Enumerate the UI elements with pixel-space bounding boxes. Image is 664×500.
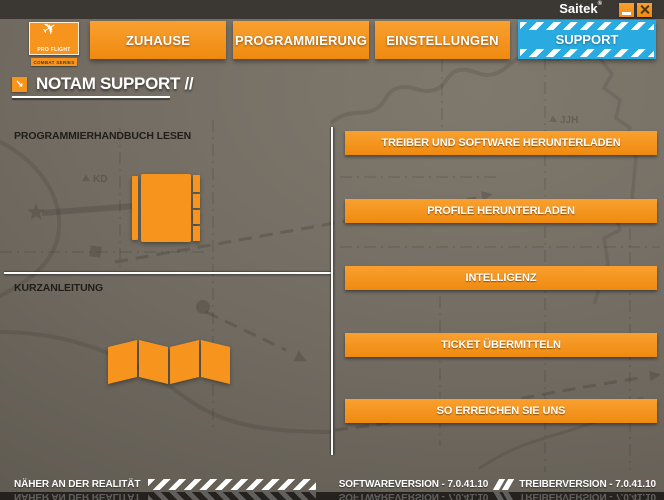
map-label-jjh: JJH bbox=[560, 115, 578, 126]
footer: NÄHER AN DER REALITÄT SOFTWAREVERSION - … bbox=[14, 477, 656, 492]
close-icon bbox=[639, 4, 650, 15]
brand-logo: Saitek® bbox=[559, 1, 602, 16]
programming-manual-button[interactable] bbox=[132, 174, 206, 246]
footer-separator-icon bbox=[493, 479, 515, 490]
minimize-button[interactable] bbox=[619, 3, 634, 17]
notam-arrow-icon: ↘ bbox=[12, 77, 27, 92]
contact-us-button[interactable]: SO ERREICHEN SIE UNS bbox=[345, 399, 657, 423]
driver-version: TREIBERVERSION - 7.0.41.10 bbox=[519, 479, 656, 490]
product-logo: ✈ PRO FLIGHT COMBAT SERIES bbox=[29, 22, 79, 66]
folded-map-icon bbox=[108, 340, 230, 384]
footer-reflection: NÄHER AN DER REALITÄT SOFTWAREVERSION - … bbox=[14, 492, 656, 500]
quickstart-section-label: KURZANLEITUNG bbox=[14, 282, 104, 294]
minimize-icon bbox=[622, 12, 631, 15]
title-underline bbox=[12, 96, 170, 98]
page-title: NOTAM SUPPORT // bbox=[36, 74, 194, 93]
titlebar: Saitek® bbox=[0, 0, 664, 19]
tab-support[interactable]: SUPPORT bbox=[518, 20, 656, 59]
footer-tagline: NÄHER AN DER REALITÄT bbox=[14, 479, 141, 490]
horizontal-divider bbox=[4, 272, 332, 274]
manual-book-icon bbox=[132, 174, 200, 242]
tab-zuhause[interactable]: ZUHAUSE bbox=[90, 21, 226, 59]
download-profiles-button[interactable]: PROFILE HERUNTERLADEN bbox=[345, 199, 657, 223]
download-drivers-button[interactable]: TREIBER UND SOFTWARE HERUNTERLADEN bbox=[345, 131, 657, 155]
quickstart-guide-button[interactable] bbox=[108, 340, 236, 388]
tab-einstellungen[interactable]: EINSTELLUNGEN bbox=[375, 21, 510, 59]
logo-title: PRO FLIGHT bbox=[37, 47, 71, 53]
bottom-reflection-strip: NÄHER AN DER REALITÄT SOFTWAREVERSION - … bbox=[0, 492, 664, 500]
jet-plane-icon: ✈ bbox=[38, 22, 62, 42]
close-button[interactable] bbox=[637, 3, 652, 17]
submit-ticket-button[interactable]: TICKET ÜBERMITTELN bbox=[345, 333, 657, 357]
vertical-divider bbox=[331, 127, 333, 455]
tab-programmierung[interactable]: PROGRAMMIERUNG bbox=[233, 21, 369, 59]
intelligence-button[interactable]: INTELLIGENZ bbox=[345, 266, 657, 290]
manual-section-label: PROGRAMMIERHANDBUCH LESEN bbox=[14, 130, 192, 142]
logo-series-band: COMBAT SERIES bbox=[31, 58, 77, 66]
software-version: SOFTWAREVERSION - 7.0.41.10 bbox=[338, 479, 489, 490]
map-label-kd: KD bbox=[93, 174, 107, 185]
footer-stripes-icon bbox=[148, 479, 317, 490]
tab-support-label: SUPPORT bbox=[555, 32, 619, 47]
